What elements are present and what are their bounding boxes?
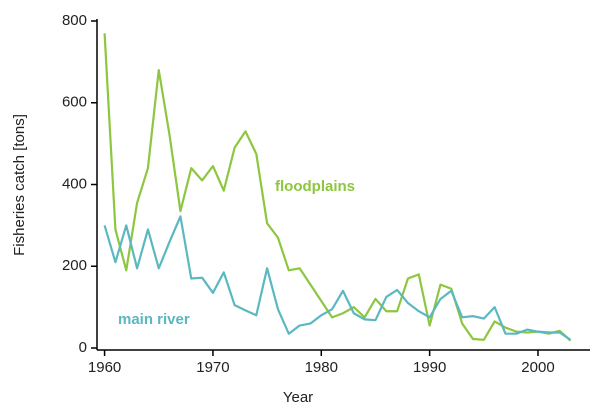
series-label: main river (118, 311, 190, 328)
x-tick-label: 1970 (196, 359, 229, 376)
series-label: floodplains (275, 178, 355, 195)
y-tick-label: 400 (62, 175, 87, 192)
x-tick-label: 1990 (413, 359, 446, 376)
y-axis-label: Fisheries catch [tons] (11, 114, 28, 256)
y-tick-label: 0 (79, 339, 87, 356)
y-tick-label: 800 (62, 12, 87, 29)
y-tick-label: 200 (62, 257, 87, 274)
x-axis-label: Year (283, 389, 313, 406)
x-tick-label: 2000 (521, 359, 554, 376)
line (103, 215, 572, 341)
x-tick-label: 1980 (305, 359, 338, 376)
y-tick-label: 600 (62, 94, 87, 111)
x-tick-label: 1960 (88, 359, 121, 376)
line (103, 33, 572, 342)
